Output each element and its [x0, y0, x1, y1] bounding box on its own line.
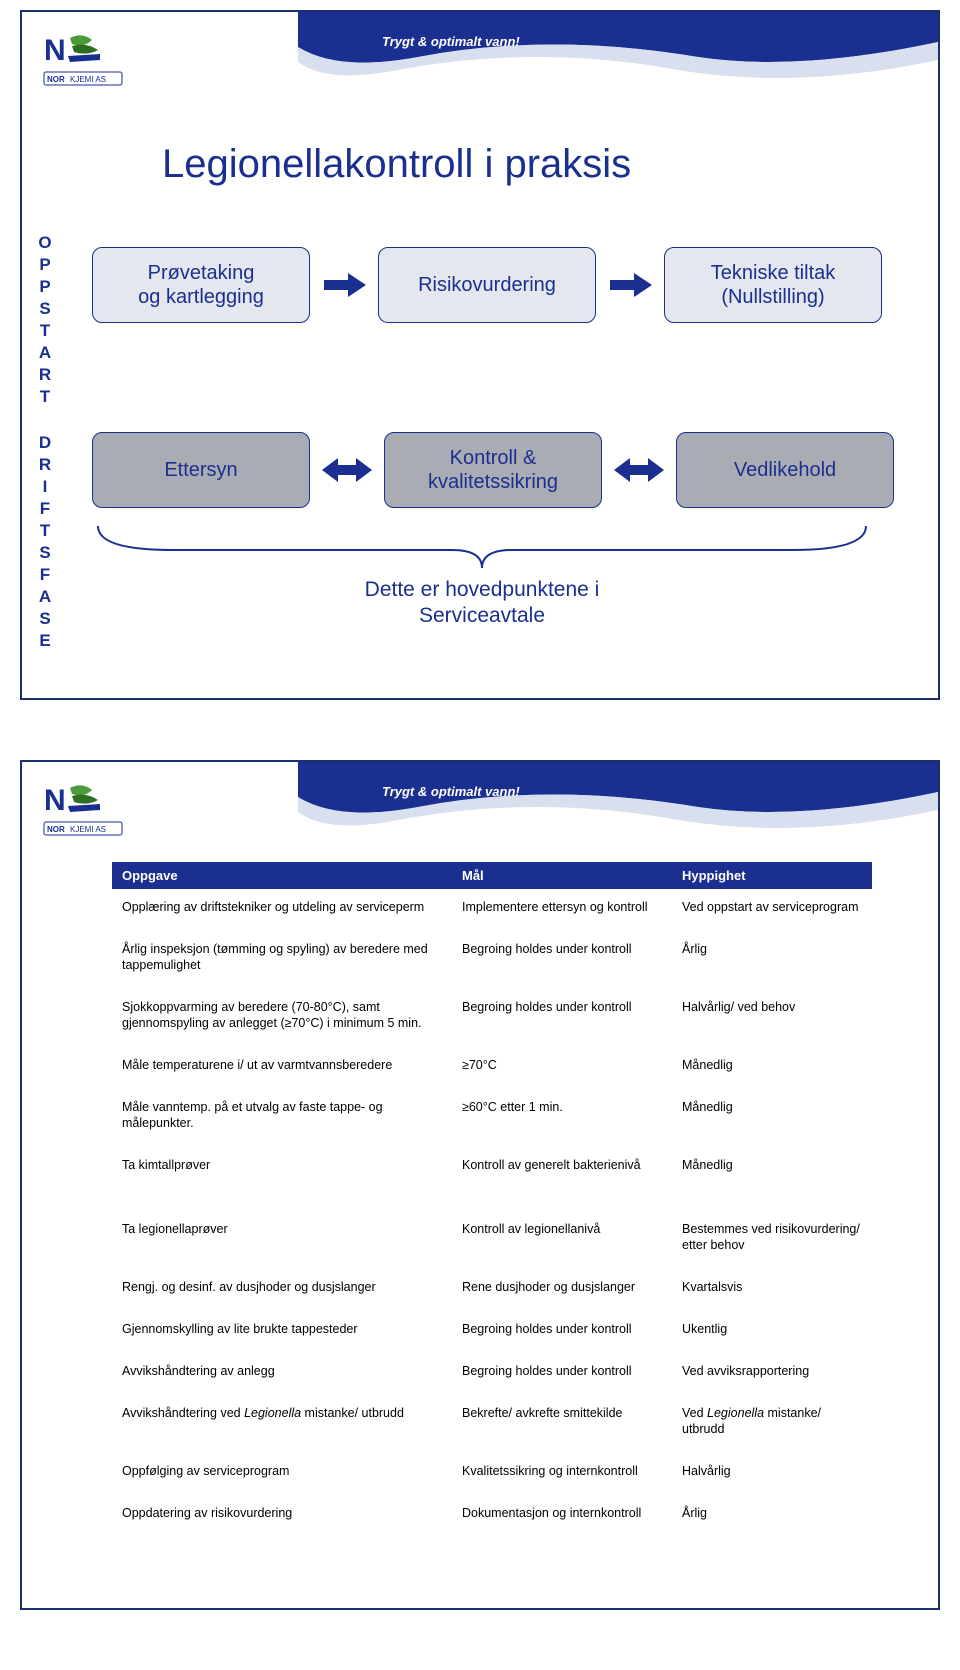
arrow-right-icon — [608, 271, 652, 299]
cell-oppgave: Oppfølging av serviceprogram — [112, 1453, 452, 1495]
cell-mal: Implementere ettersyn og kontroll — [452, 889, 672, 931]
curly-bracket — [92, 522, 872, 572]
flow-box-ettersyn: Ettersyn — [92, 432, 310, 508]
cell-oppgave: Opplæring av driftstekniker og utdeling … — [112, 889, 452, 931]
cell-hyppighet: Kvartalsvis — [672, 1269, 872, 1311]
cell-mal: Rene dusjhoder og dusjslanger — [452, 1269, 672, 1311]
th-oppgave: Oppgave — [112, 862, 452, 889]
cell-mal: ≥70°C — [452, 1047, 672, 1089]
flow-box-tekniske: Tekniske tiltak(Nullstilling) — [664, 247, 882, 323]
table-row: Måle vanntemp. på et utvalg av faste tap… — [112, 1089, 872, 1147]
cell-oppgave: Ta kimtallprøver — [112, 1147, 452, 1200]
cell-hyppighet: Årlig — [672, 1495, 872, 1537]
cell-mal: Begroing holdes under kontroll — [452, 1353, 672, 1395]
cell-oppgave: Ta legionellaprøver — [112, 1200, 452, 1269]
svg-text:N: N — [44, 34, 66, 67]
cell-hyppighet: Halvårlig — [672, 1453, 872, 1495]
cell-mal: Dokumentasjon og internkontroll — [452, 1495, 672, 1537]
tagline: Trygt & optimalt vann! — [382, 784, 520, 799]
flow-box-provetaking: Prøvetakingog kartlegging — [92, 247, 310, 323]
bracket-line1: Dette er hovedpunktene i — [365, 578, 600, 601]
th-hyppighet: Hyppighet — [672, 862, 872, 889]
svg-text:KJEMI AS: KJEMI AS — [70, 825, 106, 834]
slide-diagram: N NOR KJEMI AS Trygt & optimalt vann! Le… — [20, 10, 940, 700]
table-row: Måle temperaturene i/ ut av varmtvannsbe… — [112, 1047, 872, 1089]
bracket-line2: Serviceavtale — [419, 604, 545, 627]
table-row: Oppfølging av serviceprogram Kvalitetssi… — [112, 1453, 872, 1495]
cell-hyppighet: Halvårlig/ ved behov — [672, 989, 872, 1047]
cell-oppgave: Måle vanntemp. på et utvalg av faste tap… — [112, 1089, 452, 1147]
table-row: Gjennomskylling av lite brukte tappested… — [112, 1311, 872, 1353]
cell-mal: Begroing holdes under kontroll — [452, 989, 672, 1047]
table-row: Avvikshåndtering ved Legionella mistanke… — [112, 1395, 872, 1453]
cell-oppgave: Rengj. og desinf. av dusjhoder og dusjsl… — [112, 1269, 452, 1311]
cell-hyppighet: Årlig — [672, 931, 872, 989]
cell-hyppighet: Ved Legionella mistanke/ utbrudd — [672, 1395, 872, 1453]
cell-mal: Begroing holdes under kontroll — [452, 1311, 672, 1353]
cell-oppgave: Måle temperaturene i/ ut av varmtvannsbe… — [112, 1047, 452, 1089]
table-row: Sjokkoppvarming av beredere (70-80°C), s… — [112, 989, 872, 1047]
th-mal: Mål — [452, 862, 672, 889]
logo: N NOR KJEMI AS — [42, 780, 127, 840]
table-row: Ta kimtallprøver Kontroll av generelt ba… — [112, 1147, 872, 1200]
table-row: Rengj. og desinf. av dusjhoder og dusjsl… — [112, 1269, 872, 1311]
table-row: Avvikshåndtering av anlegg Begroing hold… — [112, 1353, 872, 1395]
logo: N NOR KJEMI AS — [42, 30, 127, 90]
cell-mal: Kontroll av generelt bakterienivå — [452, 1147, 672, 1200]
cell-oppgave: Gjennomskylling av lite brukte tappested… — [112, 1311, 452, 1353]
svg-text:KJEMI AS: KJEMI AS — [70, 75, 106, 84]
cell-oppgave: Årlig inspeksjon (tømming og spyling) av… — [112, 931, 452, 989]
cell-mal: Kontroll av legionellanivå — [452, 1200, 672, 1269]
cell-oppgave: Oppdatering av risikovurdering — [112, 1495, 452, 1537]
flow-row-driftsfase: Ettersyn Kontroll &kvalitetssikring Vedl… — [92, 432, 894, 508]
svg-text:NOR: NOR — [47, 75, 65, 84]
cell-oppgave: Sjokkoppvarming av beredere (70-80°C), s… — [112, 989, 452, 1047]
table-header-row: Oppgave Mål Hyppighet — [112, 862, 872, 889]
table-row: Årlig inspeksjon (tømming og spyling) av… — [112, 931, 872, 989]
flow-box-vedlikehold: Vedlikehold — [676, 432, 894, 508]
cell-hyppighet: Ukentlig — [672, 1311, 872, 1353]
cell-hyppighet: Ved oppstart av serviceprogram — [672, 889, 872, 931]
table-row: Ta legionellaprøver Kontroll av legionel… — [112, 1200, 872, 1269]
cell-oppgave: Avvikshåndtering av anlegg — [112, 1353, 452, 1395]
svg-text:N: N — [44, 784, 66, 817]
arrow-double-icon — [322, 456, 372, 484]
flow-box-risikovurdering: Risikovurdering — [378, 247, 596, 323]
slide-table: N NOR KJEMI AS Trygt & optimalt vann! Op… — [20, 760, 940, 1610]
cell-hyppighet: Månedlig — [672, 1089, 872, 1147]
table-row: Oppdatering av risikovurdering Dokumenta… — [112, 1495, 872, 1537]
slide1-title: Legionellakontroll i praksis — [162, 142, 631, 187]
tagline: Trygt & optimalt vann! — [382, 34, 520, 49]
vertical-label-oppstart: OPPSTART — [36, 232, 54, 408]
cell-mal: Bekrefte/ avkrefte smittekilde — [452, 1395, 672, 1453]
cell-mal: Begroing holdes under kontroll — [452, 931, 672, 989]
table-row: Opplæring av driftstekniker og utdeling … — [112, 889, 872, 931]
bracket-caption: Dette er hovedpunktene i Serviceavtale — [22, 577, 940, 629]
arrow-right-icon — [322, 271, 366, 299]
cell-hyppighet: Månedlig — [672, 1147, 872, 1200]
cell-hyppighet: Ved avviksrapportering — [672, 1353, 872, 1395]
flow-box-kontroll: Kontroll &kvalitetssikring — [384, 432, 602, 508]
cell-oppgave: Avvikshåndtering ved Legionella mistanke… — [112, 1395, 452, 1453]
svg-text:NOR: NOR — [47, 825, 65, 834]
cell-hyppighet: Månedlig — [672, 1047, 872, 1089]
flow-row-oppstart: Prøvetakingog kartlegging Risikovurderin… — [92, 247, 882, 323]
cell-mal: ≥60°C etter 1 min. — [452, 1089, 672, 1147]
service-table: Oppgave Mål Hyppighet Opplæring av drift… — [112, 862, 872, 1537]
cell-hyppighet: Bestemmes ved risikovurdering/ etter beh… — [672, 1200, 872, 1269]
cell-mal: Kvalitetssikring og internkontroll — [452, 1453, 672, 1495]
arrow-double-icon — [614, 456, 664, 484]
